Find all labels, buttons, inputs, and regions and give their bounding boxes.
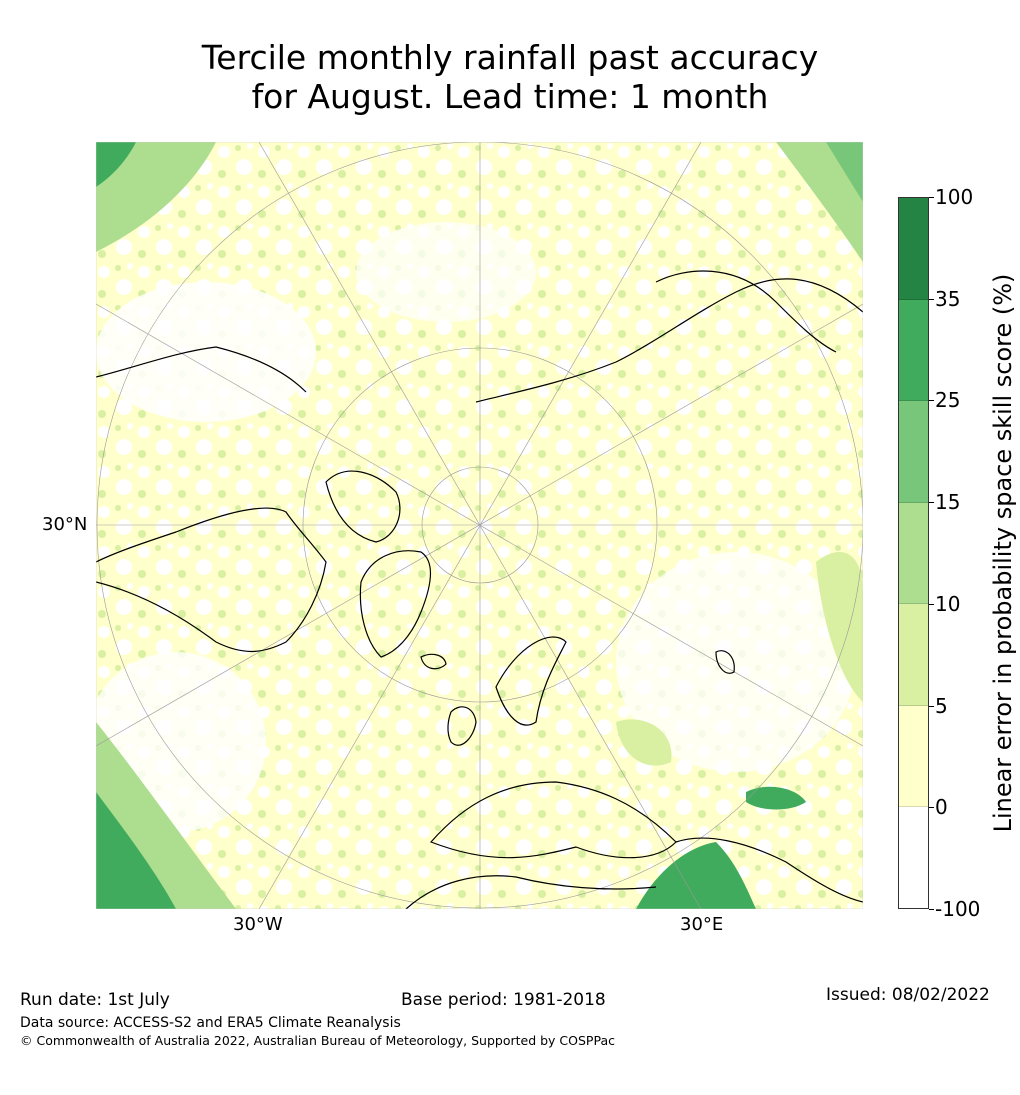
skill-patch-northwest: [96, 142, 216, 252]
alaska-coast: [96, 346, 307, 393]
greenland-coast: [359, 550, 432, 658]
colorbar-tick-label: 100: [935, 185, 974, 209]
scandinavia-coast: [495, 636, 567, 726]
north-america-coast: [96, 507, 327, 653]
title-line-2: for August. Lead time: 1 month: [251, 77, 769, 116]
map-title: Tercile monthly rainfall past accuracy f…: [0, 38, 1020, 116]
colorbar-tick-label: 25: [935, 388, 961, 413]
colorbar-tick-label: 15: [935, 490, 961, 515]
siberia-coast: [475, 278, 863, 403]
colorbar: [898, 197, 929, 909]
low-skill-region: [96, 282, 316, 422]
lon-label-30e: 30°E: [680, 914, 724, 935]
colorbar-tick-mark: [929, 298, 934, 300]
coastlines: [96, 270, 863, 909]
colorbar-tick-mark: [929, 807, 934, 809]
colorbar-segment: [899, 705, 928, 808]
title-line-1: Tercile monthly rainfall past accuracy: [201, 38, 819, 77]
data-source: Data source: ACCESS-S2 and ERA5 Climate …: [20, 1015, 401, 1031]
skill-patch-northwest-strong: [96, 142, 136, 187]
canadian-archipelago-coast: [325, 470, 401, 543]
skill-patch-northeast: [776, 142, 863, 262]
issued-date: Issued: 08/02/2022: [826, 985, 990, 1005]
british-isles-coast: [447, 706, 477, 746]
colorbar-tick-label: 35: [935, 286, 961, 311]
colorbar-tick-mark: [929, 197, 934, 198]
colorbar-segment: [899, 807, 928, 909]
low-skill-region: [616, 552, 856, 772]
skill-patch-east: [816, 552, 863, 702]
colorbar-segment: [899, 401, 928, 503]
colorbar-segment: [899, 604, 928, 706]
skill-patch-arabia: [746, 786, 806, 810]
colorbar-tick-label: 10: [935, 591, 961, 616]
iceland-coast: [420, 653, 447, 670]
colorbar-tick-mark: [929, 603, 934, 605]
colorbar-segment: [899, 299, 928, 402]
colorbar-tick-mark: [929, 705, 934, 707]
low-skill-region: [356, 222, 536, 322]
colorbar-segment: [899, 502, 928, 605]
skill-patch-northeast-strong: [826, 142, 863, 202]
caspian-coast: [715, 650, 735, 674]
colorbar-tick-label: 0: [935, 795, 948, 820]
skill-patch-south-east: [636, 842, 756, 909]
colorbar-tick-mark: [929, 909, 934, 910]
colorbar-segment: [899, 198, 928, 300]
skill-patch-southwest-strong: [96, 792, 176, 909]
europe-coast: [429, 781, 677, 859]
colorbar-tick-label: 5: [935, 693, 948, 718]
colorbar-label: Linear error in probability space skill …: [989, 273, 1017, 833]
africa-coast: [405, 875, 657, 909]
lon-label-30w: 30°W: [233, 914, 283, 935]
asia-coast: [655, 270, 837, 353]
colorbar-tick-mark: [929, 502, 934, 504]
middle-east-coast: [675, 837, 863, 903]
skill-patch-caspian: [616, 719, 672, 766]
colorbar-tick-label: -100: [935, 897, 981, 921]
copyright: © Commonwealth of Australia 2022, Austra…: [20, 1033, 615, 1048]
polar-map: [96, 142, 863, 909]
run-date: Run date: 1st July: [20, 990, 170, 1010]
graticule: [96, 142, 863, 909]
lat-label-30n: 30°N: [42, 514, 88, 535]
colorbar-tick-mark: [929, 400, 934, 402]
base-period: Base period: 1981-2018: [401, 990, 606, 1010]
